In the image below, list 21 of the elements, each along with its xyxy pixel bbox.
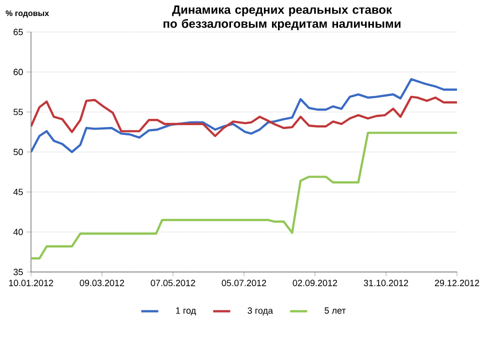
y-tick-label: 50: [14, 148, 23, 156]
y-tick-label: 65: [14, 28, 23, 36]
y-tick-label: 60: [14, 68, 23, 76]
legend-label: 3 года: [248, 307, 273, 316]
line-series: [31, 78, 457, 154]
line-series: [31, 132, 457, 260]
y-axis-title: % годовых: [6, 10, 50, 18]
x-tick-label: 10.01.2012: [9, 280, 54, 286]
y-tick-label: 35: [14, 268, 23, 276]
chart-title: Динамика средних реальных ставок по беззалоговым кредитам наличными: [164, 6, 400, 30]
legend-label: 1 год: [176, 307, 196, 316]
x-tick-label: 09.03.2012: [80, 280, 124, 286]
x-tick-label: 05.07.2012: [222, 280, 266, 286]
x-tick-label: 02.09.2012: [292, 280, 338, 286]
y-tick-label: 40: [13, 228, 23, 236]
x-tick-label: 31.10.2012: [364, 280, 408, 286]
x-tick-label: 29.12.2012: [434, 280, 480, 286]
legend-label: 5 лет: [324, 307, 346, 314]
y-tick-label: 55: [14, 108, 23, 116]
x-tick-label: 07.05.2012: [150, 280, 196, 286]
y-tick-label: 45: [13, 188, 23, 196]
